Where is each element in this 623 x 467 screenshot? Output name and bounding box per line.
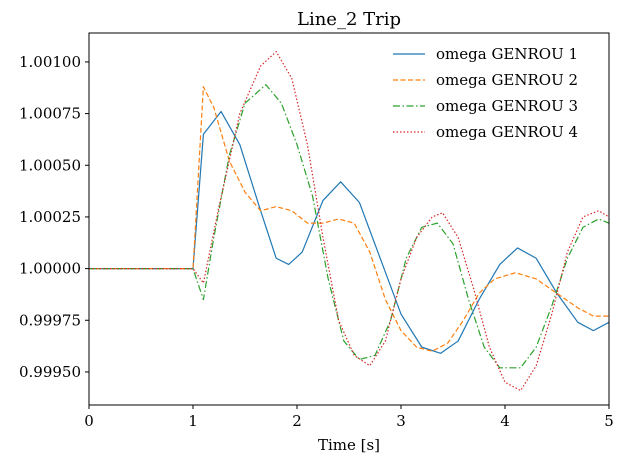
axes-frame [88, 32, 610, 406]
x-axis-label: Time [s] [318, 436, 380, 454]
legend-label-4: omega GENROU 4 [436, 123, 578, 141]
x-tick-label: 2 [292, 412, 302, 430]
y-tick-label: 1.00025 [19, 208, 81, 226]
x-tick-label: 0 [84, 412, 94, 430]
y-tick-label: 0.99950 [19, 363, 81, 381]
x-tick-label: 4 [500, 412, 510, 430]
y-tick-label: 1.00100 [19, 53, 81, 71]
series-line-1 [89, 110, 609, 354]
y-tick-label: 1.00075 [19, 105, 81, 123]
chart-title: Line_2 Trip [297, 9, 401, 30]
y-tick-label: 0.99975 [19, 311, 81, 329]
x-tick-label: 1 [188, 412, 198, 430]
y-axis: 0.99950 0.99975 1.00000 1.00025 1.00050 1.000… [19, 53, 89, 381]
y-tick-label: 1.00000 [19, 260, 81, 278]
x-tick-label: 5 [604, 412, 614, 430]
legend-label-2: omega GENROU 2 [436, 71, 578, 89]
series-layer [89, 51, 609, 392]
x-tick-label: 3 [396, 412, 406, 430]
legend-label-1: omega GENROU 1 [436, 45, 578, 63]
legend: omega GENROU 1 omega GENROU 2 omega GENROU… [393, 45, 578, 141]
y-tick-label: 1.00050 [19, 156, 81, 174]
x-axis: 0 1 2 3 4 5 [84, 405, 614, 430]
legend-label-3: omega GENROU 3 [436, 97, 578, 115]
series-line-4 [89, 51, 609, 392]
series-line-2 [89, 86, 609, 352]
